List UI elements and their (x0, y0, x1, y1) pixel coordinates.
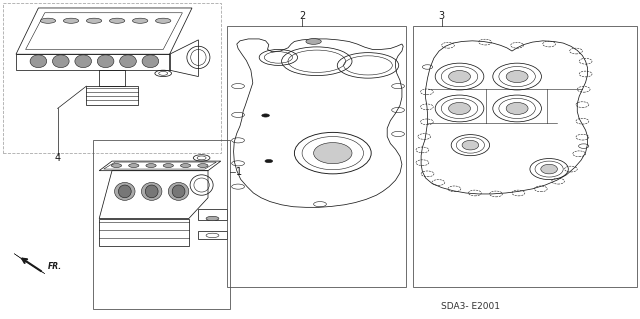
Ellipse shape (30, 55, 47, 68)
Ellipse shape (63, 18, 79, 23)
Ellipse shape (506, 102, 528, 115)
Ellipse shape (109, 18, 125, 23)
Ellipse shape (40, 18, 56, 23)
Ellipse shape (168, 182, 189, 200)
Ellipse shape (146, 164, 156, 167)
Ellipse shape (314, 143, 352, 164)
Ellipse shape (172, 185, 185, 198)
Ellipse shape (97, 55, 114, 68)
Ellipse shape (52, 55, 69, 68)
Ellipse shape (142, 55, 159, 68)
Ellipse shape (306, 39, 321, 44)
Ellipse shape (541, 164, 557, 174)
Ellipse shape (163, 164, 173, 167)
Ellipse shape (449, 70, 470, 83)
Text: 3: 3 (438, 11, 445, 21)
Ellipse shape (265, 160, 273, 163)
Text: FR.: FR. (48, 262, 62, 271)
Ellipse shape (111, 164, 122, 167)
Text: SDA3- E2001: SDA3- E2001 (441, 302, 500, 311)
Ellipse shape (449, 102, 470, 115)
Polygon shape (14, 254, 45, 274)
Ellipse shape (180, 164, 191, 167)
Ellipse shape (262, 114, 269, 117)
Ellipse shape (132, 18, 148, 23)
Text: 4: 4 (54, 153, 61, 163)
Ellipse shape (145, 185, 158, 198)
Ellipse shape (141, 182, 162, 200)
Ellipse shape (118, 185, 131, 198)
Text: 1: 1 (236, 167, 242, 177)
Ellipse shape (156, 18, 171, 23)
Ellipse shape (198, 164, 208, 167)
Ellipse shape (86, 18, 102, 23)
Text: 2: 2 (299, 11, 305, 21)
Ellipse shape (206, 216, 219, 221)
Ellipse shape (129, 164, 139, 167)
Ellipse shape (462, 140, 479, 150)
Ellipse shape (120, 55, 136, 68)
Ellipse shape (115, 182, 135, 200)
Ellipse shape (506, 70, 528, 83)
Ellipse shape (75, 55, 92, 68)
